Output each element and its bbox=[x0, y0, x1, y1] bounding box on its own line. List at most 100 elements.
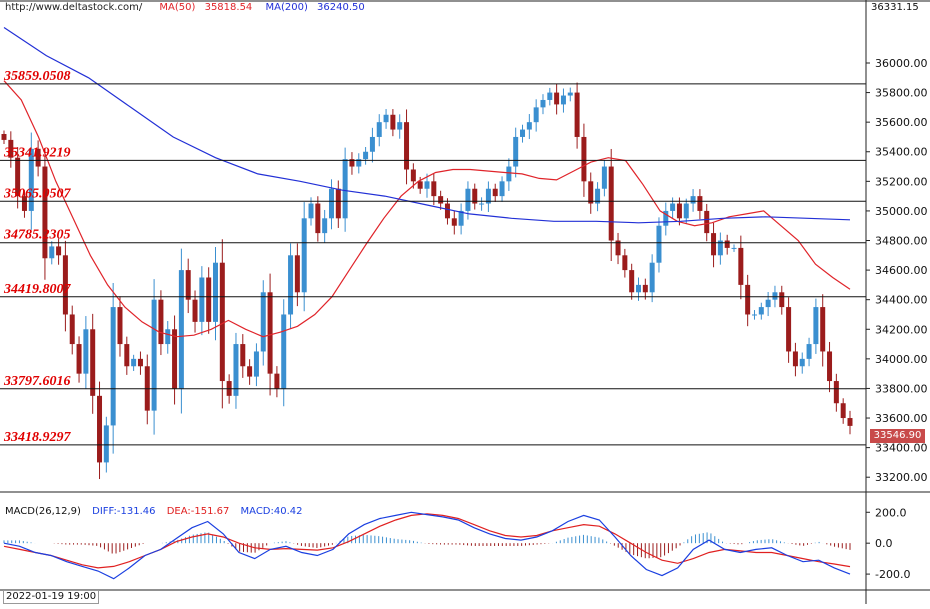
site-label: http://www.deltastock.com/ bbox=[5, 2, 143, 13]
candle-body bbox=[458, 210, 464, 226]
candle-body bbox=[547, 92, 553, 100]
candle-body bbox=[301, 218, 307, 293]
candle-body bbox=[438, 196, 444, 204]
candle-body bbox=[540, 99, 546, 108]
candle-body bbox=[772, 292, 778, 300]
candle-body bbox=[676, 203, 682, 219]
candle-body bbox=[178, 270, 184, 389]
level-label: 33418.9297 bbox=[3, 430, 72, 445]
macd-tick-label: -200.0 bbox=[875, 568, 910, 581]
candle-body bbox=[520, 129, 526, 137]
candle-body bbox=[649, 262, 655, 293]
candle-body bbox=[158, 299, 164, 345]
candle-body bbox=[738, 247, 744, 285]
level-label: 35859.0508 bbox=[3, 69, 71, 84]
candle-body bbox=[35, 148, 41, 167]
candle-body bbox=[847, 418, 853, 426]
candle-body bbox=[315, 203, 321, 234]
candle-body bbox=[683, 203, 689, 219]
price-tick-label: 34600.00 bbox=[875, 264, 928, 277]
candle-body bbox=[813, 307, 819, 345]
chart-header: http://www.deltastock.com/ MA(50) 35818.… bbox=[5, 2, 365, 13]
candle-body bbox=[581, 136, 587, 182]
candle-body bbox=[820, 307, 826, 352]
candle-body bbox=[369, 136, 375, 152]
macd-dea: DEA:-151.67 bbox=[166, 506, 230, 517]
candle-body bbox=[281, 314, 287, 389]
ma50-line bbox=[3, 80, 851, 338]
candle-body bbox=[711, 233, 717, 256]
candle-body bbox=[717, 240, 723, 256]
price-tick-label: 35800.00 bbox=[875, 87, 928, 100]
candle-body bbox=[274, 373, 280, 389]
candle-body bbox=[124, 344, 130, 367]
level-label: 34785.2305 bbox=[3, 228, 71, 243]
candle-body bbox=[192, 299, 198, 322]
candle-body bbox=[615, 240, 621, 256]
macd-header: MACD(26,12,9) DIFF:-131.46 DEA:-151.67 M… bbox=[5, 506, 303, 517]
candle-body bbox=[233, 344, 239, 396]
candle-body bbox=[745, 284, 751, 315]
candle-body bbox=[49, 246, 55, 259]
candle-body bbox=[799, 358, 805, 367]
macd-label: MACD(26,12,9) bbox=[5, 506, 81, 517]
macd-value: MACD:40.42 bbox=[240, 506, 303, 517]
candle-body bbox=[267, 292, 273, 374]
candle-body bbox=[42, 166, 48, 259]
price-tick-label: 35000.00 bbox=[875, 205, 928, 218]
macd-diff: DIFF:-131.46 bbox=[92, 506, 156, 517]
candle-body bbox=[431, 181, 437, 197]
candle-body bbox=[424, 181, 430, 189]
candle-body bbox=[499, 181, 505, 197]
candle-body bbox=[492, 188, 498, 197]
candle-body bbox=[417, 181, 423, 189]
candle-body bbox=[451, 218, 457, 226]
candle-body bbox=[751, 314, 757, 316]
candle-body bbox=[8, 139, 14, 158]
candle-body bbox=[165, 329, 171, 345]
price-tick-label: 35600.00 bbox=[875, 116, 928, 129]
level-label: 35341.9219 bbox=[3, 145, 71, 160]
top-price-label: 36331.15 bbox=[871, 2, 919, 13]
candle-body bbox=[697, 196, 703, 211]
price-tick-label: 33600.00 bbox=[875, 412, 928, 425]
candle-body bbox=[349, 159, 355, 167]
candle-body bbox=[308, 203, 314, 219]
ma200-line bbox=[3, 27, 851, 224]
macd-tick-label: 0.0 bbox=[875, 537, 893, 550]
level-label: 34419.8007 bbox=[3, 282, 72, 297]
candle-body bbox=[642, 284, 648, 293]
candle-body bbox=[117, 307, 123, 345]
candle-body bbox=[758, 307, 764, 315]
candle-body bbox=[363, 151, 369, 160]
candle-body bbox=[76, 344, 82, 374]
candle-body bbox=[219, 262, 225, 382]
price-tick-label: 34400.00 bbox=[875, 294, 928, 307]
candle-body bbox=[356, 159, 362, 167]
candle-body bbox=[328, 188, 334, 219]
ma200-value: 36240.50 bbox=[317, 2, 365, 13]
candle-body bbox=[376, 122, 382, 137]
candle-body bbox=[56, 246, 62, 256]
ma50-value: 35818.54 bbox=[204, 2, 253, 13]
candle-body bbox=[574, 92, 580, 137]
candle-body bbox=[629, 270, 635, 293]
candle-body bbox=[322, 218, 328, 234]
price-tick-label: 34000.00 bbox=[875, 353, 928, 366]
candle-body bbox=[601, 166, 607, 189]
candle-body bbox=[663, 210, 669, 226]
level-label: 33797.6016 bbox=[3, 374, 71, 389]
candle-body bbox=[670, 203, 676, 211]
candle-body bbox=[792, 351, 798, 367]
candle-body bbox=[506, 166, 512, 182]
candle-body bbox=[622, 255, 628, 271]
candle-body bbox=[342, 159, 348, 219]
candle-body bbox=[15, 157, 21, 197]
candle-body bbox=[608, 166, 614, 241]
candle-body bbox=[485, 188, 491, 204]
price-tick-label: 33400.00 bbox=[875, 442, 928, 455]
candle-body bbox=[479, 203, 485, 205]
candle-body bbox=[253, 351, 259, 377]
